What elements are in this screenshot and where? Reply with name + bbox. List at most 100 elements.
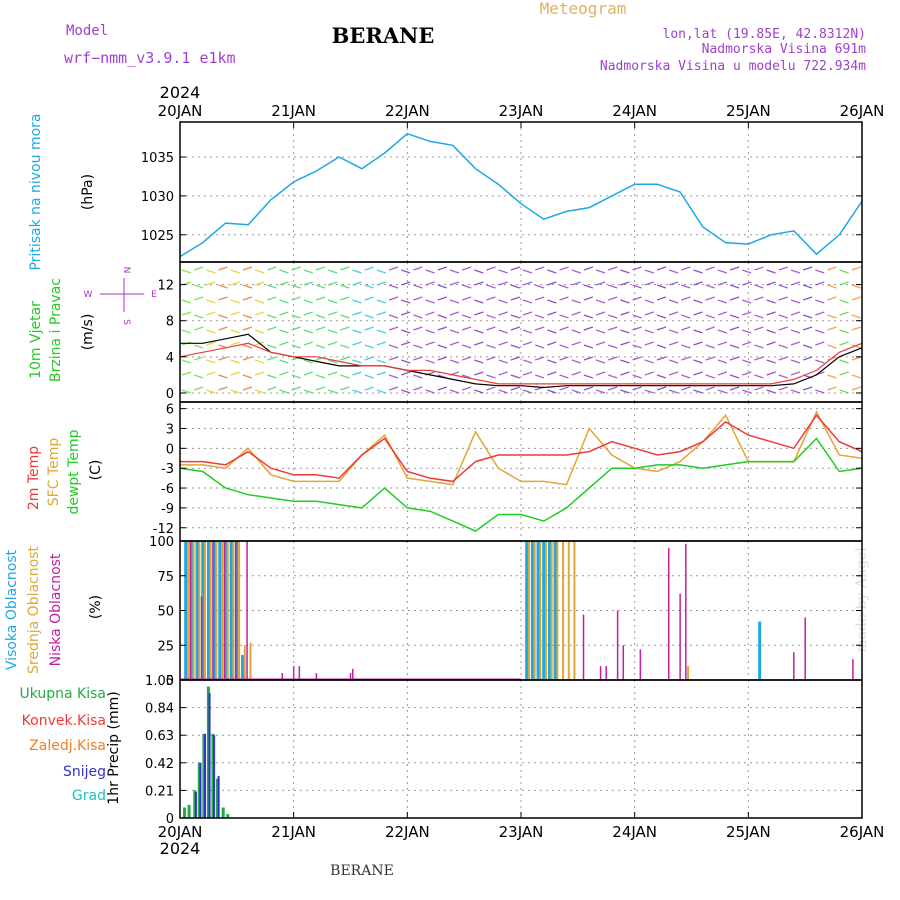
- wind-arrow: [754, 356, 764, 361]
- y-tick-label: 75: [157, 570, 174, 585]
- wind-arrow: [705, 356, 715, 361]
- cloud-mid-bar: [562, 541, 565, 680]
- wind-arrow: [364, 296, 374, 301]
- wind-arrow: [461, 344, 472, 349]
- wind-arrow: [815, 299, 825, 304]
- x-tick-label-bottom: 26JAN: [840, 823, 885, 841]
- wind-arrow: [522, 281, 533, 286]
- precip-total-bar: [187, 804, 191, 818]
- wind-arrow: [303, 329, 313, 334]
- panel-frame-precip: [179, 679, 863, 819]
- wind-rose-south: S: [121, 319, 131, 325]
- wind-arrow: [547, 269, 557, 274]
- wind-arrow: [486, 386, 496, 391]
- precip-unit-label: 1hr Precip (mm): [106, 691, 122, 804]
- wind-arrow: [413, 314, 423, 319]
- wind-arrow: [851, 296, 862, 301]
- cloud-high-bar: [536, 541, 540, 680]
- wind-arrow: [693, 281, 703, 286]
- wind-arrow: [754, 326, 764, 331]
- cloud-high-bar: [542, 541, 546, 680]
- wind-arrow: [230, 269, 240, 274]
- wind-arrow: [267, 386, 277, 391]
- y-tick-label: 1025: [141, 229, 174, 244]
- wind-arrow: [254, 371, 265, 376]
- wind-arrow: [474, 311, 484, 316]
- model-elevation-text: Nadmorska Visina u modelu 722.934m: [600, 59, 866, 74]
- wind-arrow: [534, 326, 545, 331]
- wind-arrow: [668, 281, 679, 286]
- wind-arrow: [534, 266, 545, 271]
- wind-arrow: [839, 299, 849, 304]
- wind-arrow: [681, 326, 691, 331]
- x-tick-label-top: 24JAN: [612, 102, 657, 120]
- wind-arrow: [510, 344, 521, 349]
- wind-arrow: [583, 266, 594, 271]
- wind-arrow: [632, 266, 642, 271]
- wind-arrow: [267, 326, 277, 331]
- cloud-unit-label: (%): [88, 595, 104, 619]
- wind-arrow: [547, 299, 557, 304]
- wind-arrow: [510, 314, 521, 319]
- x-tick-label-top: 26JAN: [840, 102, 885, 120]
- wind-arrow: [230, 281, 240, 286]
- wind-arrow: [754, 374, 764, 379]
- wind-arrow: [303, 371, 313, 376]
- cloud-high-bar: [201, 541, 205, 680]
- wind-arrow: [303, 281, 313, 286]
- wind-arrow: [291, 314, 301, 319]
- wind-arrow: [315, 284, 326, 289]
- wind-arrow: [230, 341, 240, 346]
- wind-arrow: [644, 341, 654, 346]
- wind-arrow: [303, 311, 313, 316]
- x-tick-label-bottom: 22JAN: [385, 823, 430, 841]
- cloud-high-bar: [206, 541, 210, 680]
- wind-arrow: [802, 284, 813, 289]
- wind-arrow: [401, 329, 411, 334]
- wind-arrow: [559, 386, 569, 391]
- x-tick-label-bottom: 23JAN: [499, 823, 544, 841]
- wind-arrow: [742, 311, 752, 316]
- wind-arrow: [571, 389, 581, 394]
- wind-arrow: [559, 314, 569, 319]
- wind-arrow: [315, 386, 326, 391]
- wind-arrow: [449, 311, 460, 316]
- station-title: BERANE: [332, 23, 435, 48]
- wind-arrow: [766, 281, 776, 286]
- cloud-mid-bar: [539, 541, 542, 680]
- wind-arrow: [401, 389, 411, 394]
- wind-arrow: [827, 284, 837, 289]
- wind-arrow: [364, 344, 374, 349]
- wind-arrow: [717, 311, 728, 316]
- wind-arrow: [608, 386, 618, 391]
- wind-arrow: [437, 314, 447, 319]
- cloud-mid-bar: [215, 541, 218, 680]
- wind-arrow: [620, 281, 630, 286]
- cloud-low-bar: [622, 645, 625, 680]
- wind-arrow: [851, 314, 862, 319]
- y-tick-label: 0.42: [145, 757, 174, 772]
- wind-arrow: [279, 329, 289, 334]
- wind-arrow: [401, 341, 411, 346]
- wind-arrow: [364, 326, 374, 331]
- wind-arrow: [254, 311, 265, 316]
- precip-snow-bar: [194, 791, 197, 818]
- wind-arrow: [693, 311, 703, 316]
- wind-arrow: [461, 326, 472, 331]
- wind-arrow: [510, 326, 521, 331]
- wind-arrow: [608, 326, 618, 331]
- wind-arrow: [437, 386, 447, 391]
- wind-arrow: [754, 296, 764, 301]
- x-tick-label-bottom: 25JAN: [726, 823, 771, 841]
- y-tick-label: 4: [166, 351, 174, 366]
- wind-arrow: [242, 314, 253, 319]
- wind-arrow: [413, 386, 423, 391]
- wind-arrow: [206, 299, 216, 304]
- wind-arrow: [583, 344, 594, 349]
- wind-arrow: [534, 314, 545, 319]
- precip-legend-3: Zaledj.Kisa: [29, 738, 106, 754]
- wind-arrow: [632, 344, 642, 349]
- wind-arrow: [851, 344, 862, 349]
- wind-arrow: [534, 356, 545, 361]
- wind-arrow: [790, 299, 801, 304]
